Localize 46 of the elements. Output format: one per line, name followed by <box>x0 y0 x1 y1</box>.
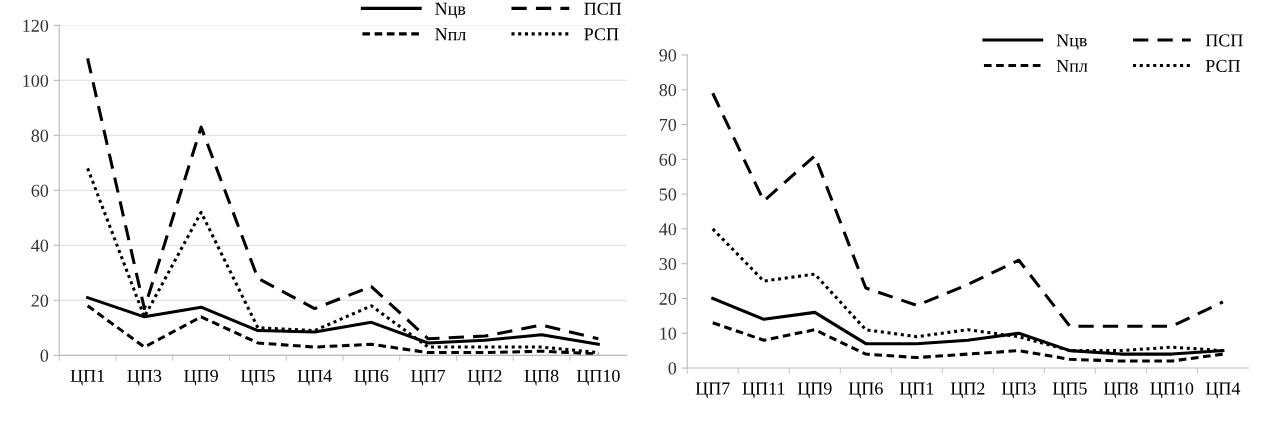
y-tick-label: 80 <box>659 84 677 97</box>
x-tick-label: ЦП3 <box>1001 382 1036 399</box>
x-tick-label: ЦП10 <box>1150 382 1194 399</box>
x-tick-label: ЦП5 <box>240 369 275 386</box>
y-tick-label: 90 <box>659 49 677 62</box>
x-tick-label: ЦП9 <box>797 382 832 399</box>
y-tick-label: 60 <box>31 184 49 197</box>
y-tick-label: 0 <box>40 349 49 362</box>
y-tick-label: 20 <box>659 292 677 305</box>
x-tick-label: ЦП1 <box>70 369 105 386</box>
y-tick-label: 100 <box>23 74 49 87</box>
x-tick-label: ЦП9 <box>184 369 218 386</box>
x-tick-label: ЦП6 <box>354 369 389 386</box>
x-tick-label: ЦП4 <box>1205 382 1241 399</box>
y-tick-label: 60 <box>659 153 677 166</box>
x-tick-label: ЦП4 <box>297 369 332 386</box>
x-tick-label: ЦП5 <box>1052 382 1087 399</box>
y-tick-label: 70 <box>659 118 677 131</box>
legend-label: Nцв <box>435 2 466 19</box>
legend-label: Nпл <box>1056 60 1088 73</box>
legend-label: РСП <box>1205 59 1241 73</box>
legend-label: ПСП <box>584 2 622 15</box>
y-tick-label: 40 <box>31 239 49 252</box>
x-tick-label: ЦП11 <box>742 382 785 399</box>
legend-label: Nпл <box>435 28 466 41</box>
legend-label: Nцв <box>1056 34 1087 50</box>
y-tick-label: 80 <box>31 129 49 142</box>
x-tick-label: ЦП6 <box>848 382 883 399</box>
y-tick-label: 40 <box>659 223 677 236</box>
legend-label: ПСП <box>1205 34 1243 47</box>
y-tick-label: 20 <box>31 294 49 307</box>
y-tick-label: 10 <box>660 327 677 340</box>
x-tick-label: ЦП10 <box>576 369 620 386</box>
x-tick-label: ЦП7 <box>695 382 730 399</box>
x-tick-label: ЦП8 <box>1103 382 1138 399</box>
x-tick-label: ЦП2 <box>467 369 502 386</box>
x-tick-label: ЦП1 <box>899 382 934 399</box>
legend-label: РСП <box>584 28 619 41</box>
x-tick-label: ЦП2 <box>950 382 985 399</box>
y-tick-label: 0 <box>668 362 677 375</box>
x-tick-label: ЦП3 <box>127 369 162 386</box>
x-tick-label: ЦП7 <box>411 369 446 386</box>
y-tick-label: 30 <box>659 257 677 271</box>
y-tick-label: 50 <box>659 188 677 201</box>
x-tick-label: ЦП8 <box>524 369 559 386</box>
y-tick-label: 120 <box>23 19 49 32</box>
